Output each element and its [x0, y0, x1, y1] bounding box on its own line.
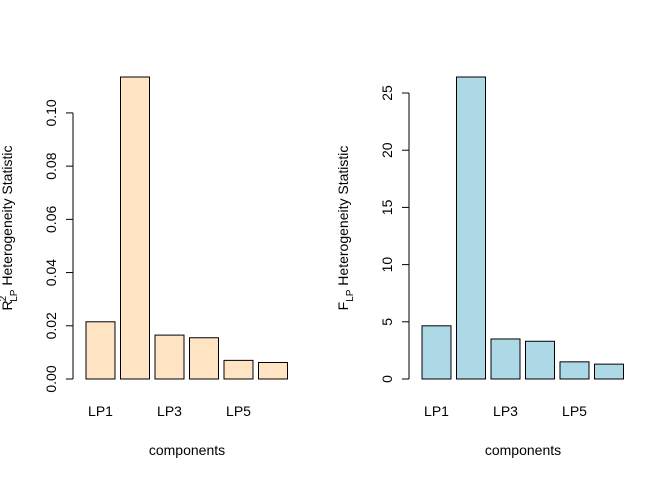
right-y-axis-title: FLP Heterogeneity Statistic [335, 146, 356, 311]
left-x-axis-title: components [149, 442, 225, 458]
right-bars [421, 76, 624, 380]
right-bar-chart: 0 5 10 15 20 25 LP1 LP3 LP5 components FLP Hete… [335, 76, 624, 458]
left-y-axis-line: 0.00 0.02 0.04 0.06 0.08 0.10 [43, 99, 74, 393]
right-x-label-lp3: LP3 [493, 403, 518, 419]
left-x-label-lp5: LP5 [226, 403, 251, 419]
right-bar-lp2 [456, 76, 486, 380]
right-y-tick-label: 25 [379, 85, 395, 101]
right-y-axis-line: 0 5 10 15 20 25 [379, 85, 410, 383]
left-bars [85, 76, 288, 380]
right-y-tick-label: 5 [379, 318, 395, 326]
left-y-axis-title: R2LP Heterogeneity Statistic [0, 146, 20, 311]
left-y-tick-label: 0.02 [43, 312, 59, 339]
left-y-tick-label: 0.10 [43, 99, 59, 126]
left-y-tick-label: 0.00 [43, 365, 59, 392]
left-bar-chart: 0.00 0.02 0.04 0.06 0.08 0.10 LP1 LP3 LP5 compo… [0, 76, 288, 458]
left-x-label-lp1: LP1 [88, 403, 113, 419]
right-x-label-lp5: LP5 [562, 403, 587, 419]
right-x-label-lp1: LP1 [424, 403, 449, 419]
right-x-labels: LP1 LP3 LP5 [424, 403, 587, 419]
right-bar-lp4 [525, 340, 555, 380]
right-bar-lp3 [490, 338, 521, 380]
left-bar-lp4 [189, 337, 219, 380]
left-y-tick-label: 0.04 [43, 259, 59, 286]
right-y-tick-label: 20 [379, 142, 395, 158]
left-y-tick-label: 0.08 [43, 152, 59, 179]
right-x-axis-title: components [485, 442, 561, 458]
left-y-tick-label: 0.06 [43, 206, 59, 233]
right-bar-lp5 [559, 361, 590, 380]
right-y-tick-label: 0 [379, 375, 395, 383]
left-x-label-lp3: LP3 [157, 403, 182, 419]
right-bar-lp6 [594, 363, 624, 380]
right-y-tick-label: 15 [379, 199, 395, 215]
left-bar-lp2 [120, 76, 150, 380]
right-y-tick-label: 10 [379, 257, 395, 273]
left-bar-lp3 [154, 334, 185, 380]
left-bar-lp6 [258, 362, 288, 380]
right-bar-lp1 [421, 325, 452, 380]
left-bar-lp1 [85, 321, 116, 380]
left-bar-lp5 [223, 359, 254, 380]
left-x-labels: LP1 LP3 LP5 [88, 403, 251, 419]
